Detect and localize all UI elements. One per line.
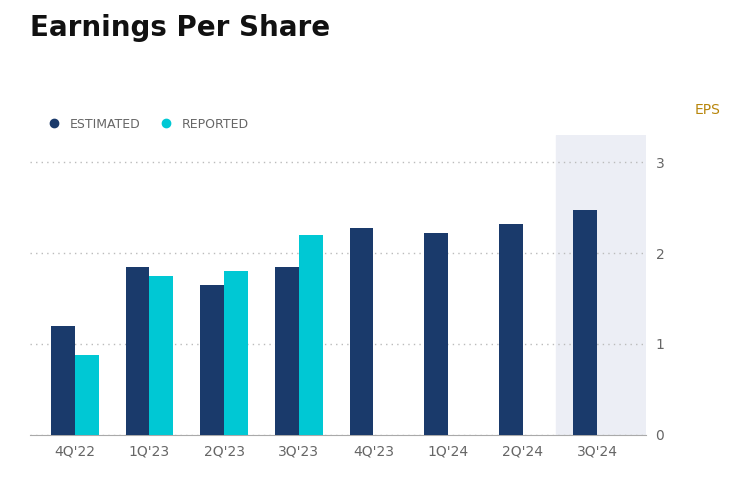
Bar bbox=[556, 135, 657, 435]
Bar bbox=[574, 210, 597, 435]
Legend: ESTIMATED, REPORTED: ESTIMATED, REPORTED bbox=[36, 113, 254, 136]
Bar bbox=[224, 271, 248, 435]
Bar bbox=[275, 267, 299, 435]
Bar bbox=[299, 235, 323, 435]
Bar bbox=[349, 228, 373, 435]
Bar bbox=[75, 355, 98, 435]
Bar bbox=[499, 224, 523, 435]
Bar bbox=[51, 326, 75, 435]
Text: Earnings Per Share: Earnings Per Share bbox=[30, 14, 330, 43]
Bar bbox=[201, 285, 224, 435]
Bar bbox=[424, 233, 448, 435]
Text: EPS: EPS bbox=[695, 103, 720, 117]
Bar bbox=[125, 267, 149, 435]
Bar bbox=[149, 276, 173, 435]
